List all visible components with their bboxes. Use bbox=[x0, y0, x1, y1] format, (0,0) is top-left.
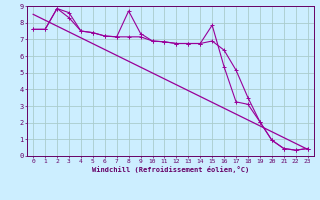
X-axis label: Windchill (Refroidissement éolien,°C): Windchill (Refroidissement éolien,°C) bbox=[92, 166, 249, 173]
